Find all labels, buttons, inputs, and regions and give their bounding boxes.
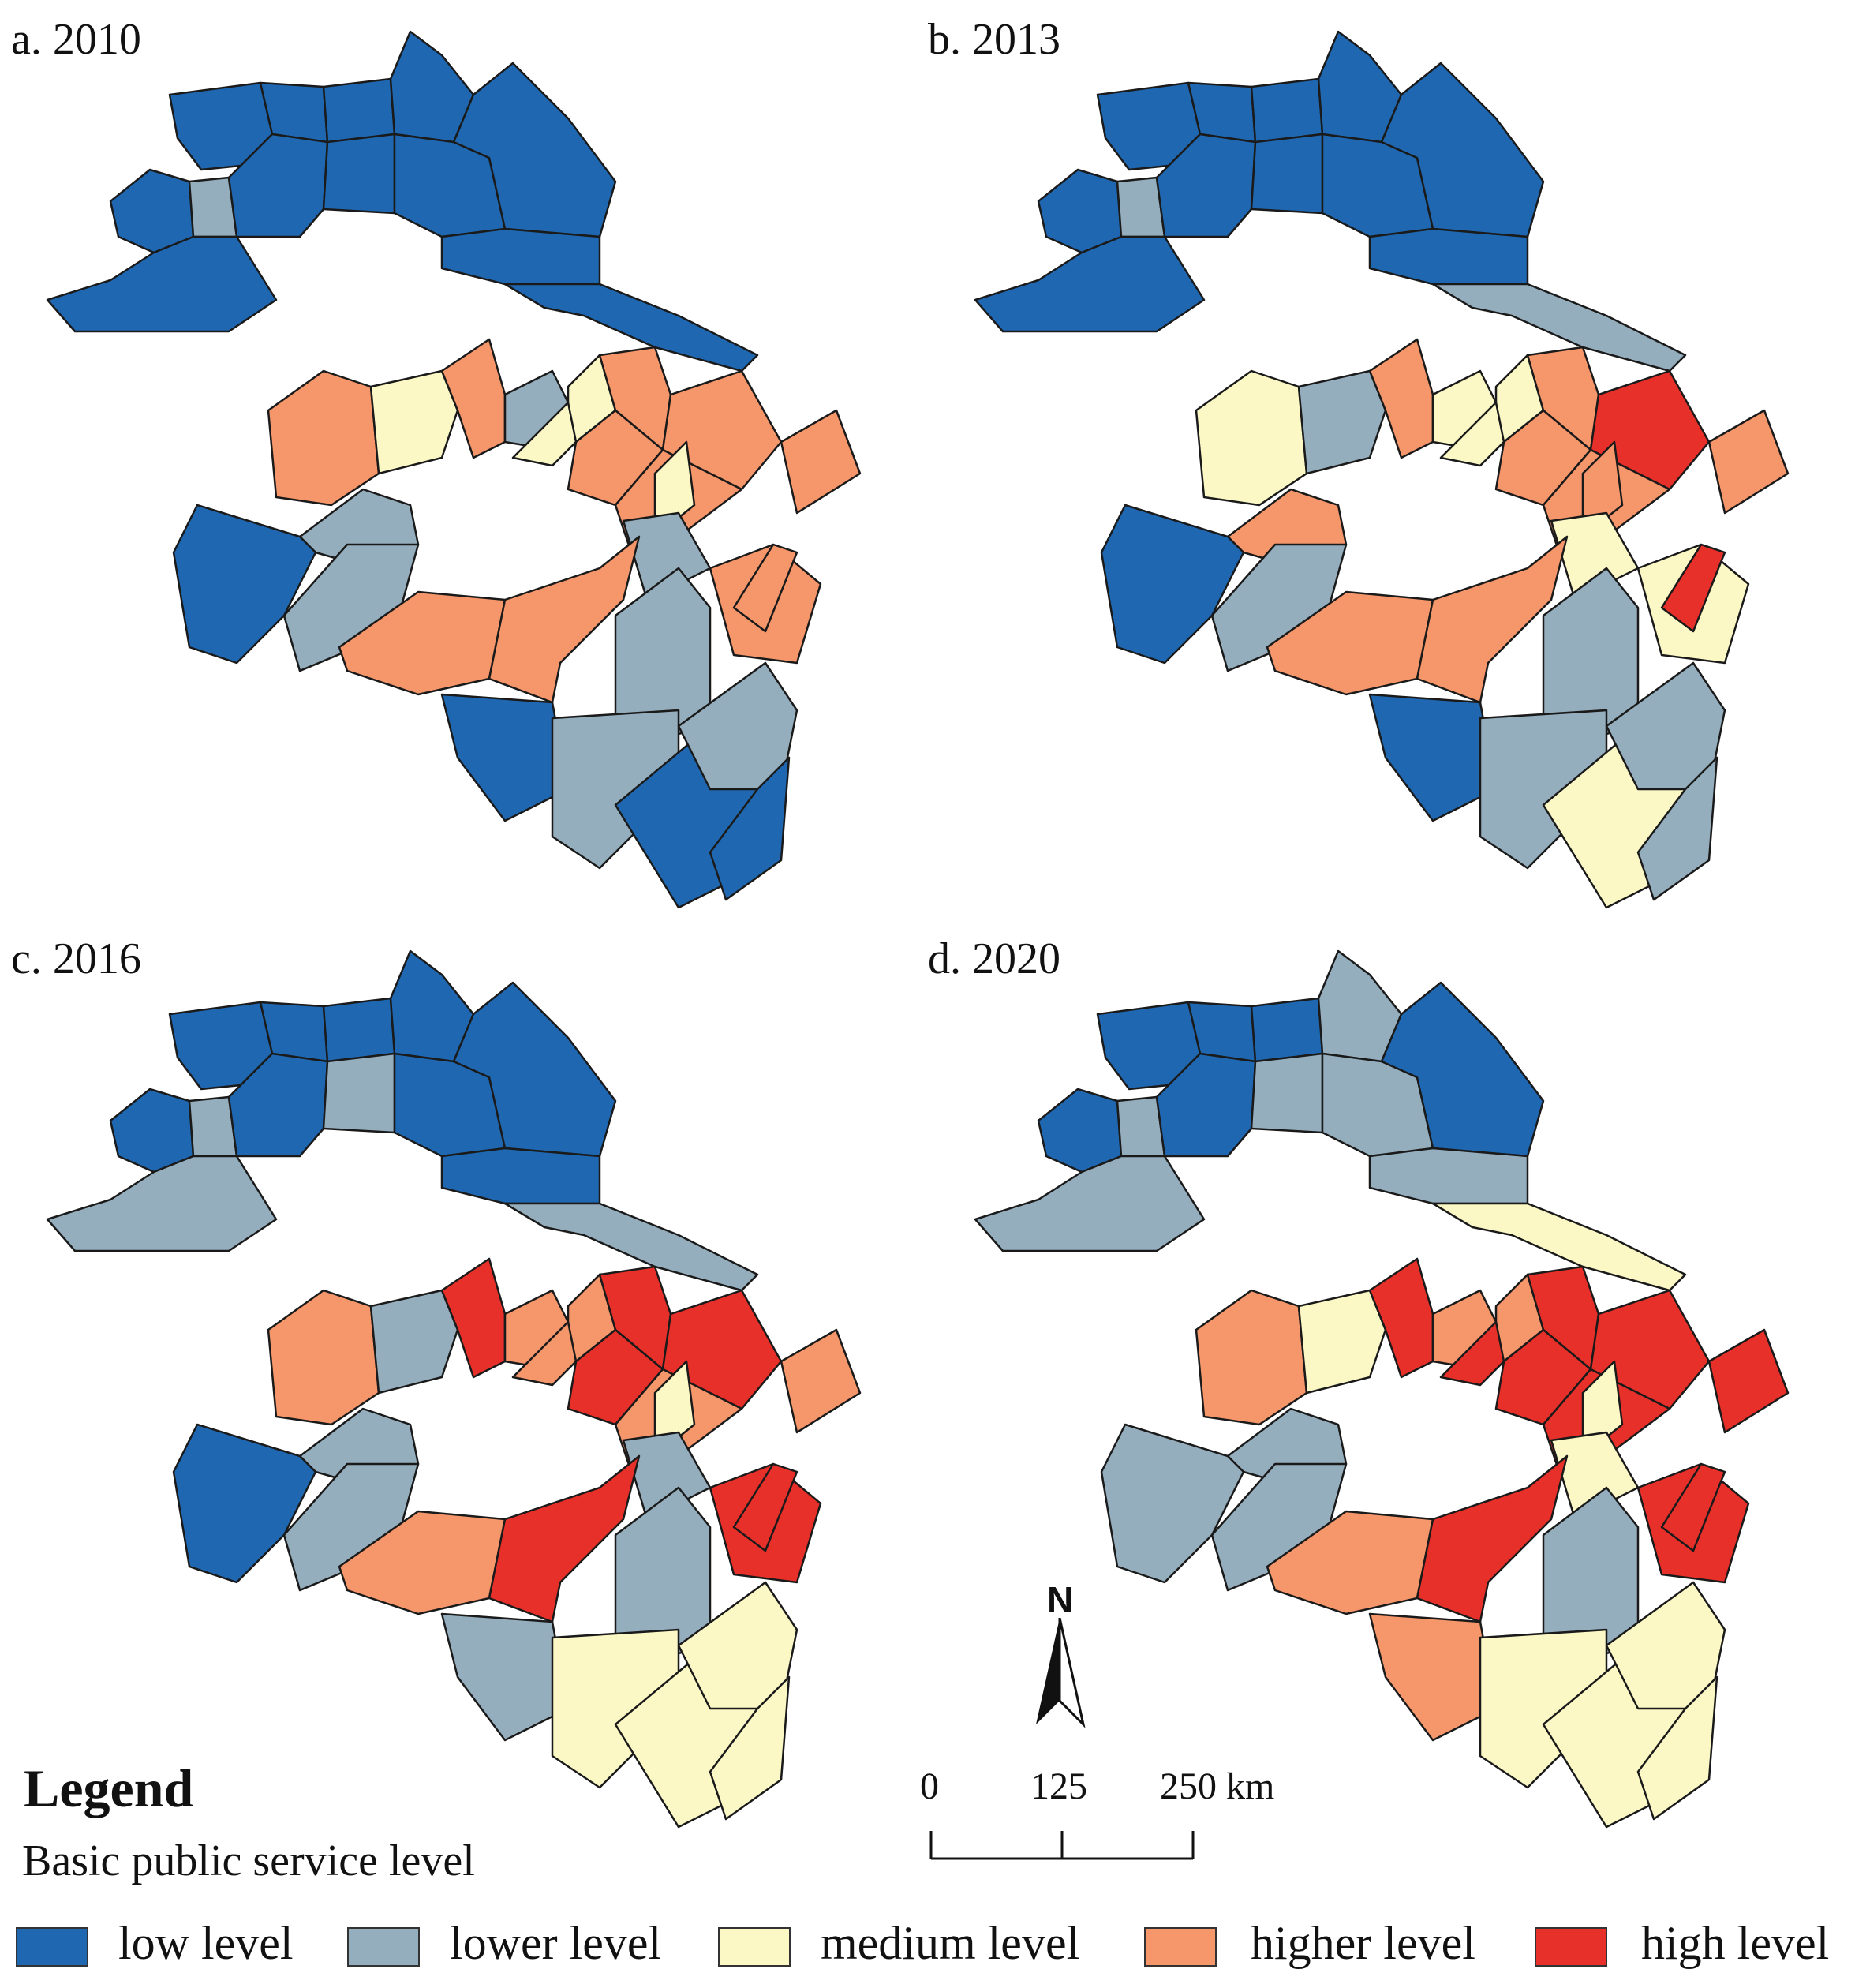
map-region	[1660, 1462, 1726, 1552]
panel-title: c. 2016	[11, 934, 141, 983]
map-region	[488, 535, 641, 704]
map-region	[732, 543, 798, 633]
map-region	[1707, 409, 1790, 515]
map-region	[1605, 661, 1726, 791]
map-region	[267, 369, 380, 507]
map-region	[732, 1462, 798, 1552]
legend-subtitle: Basic public service level	[22, 1836, 475, 1885]
map-region	[1368, 1147, 1529, 1205]
legend-label: higher level	[1251, 1917, 1475, 1969]
map-region	[172, 1423, 317, 1584]
map-panel-b: b. 2013	[928, 0, 1855, 915]
map-region	[1100, 1423, 1245, 1584]
map-region	[780, 1328, 862, 1434]
map-region	[1636, 756, 1718, 901]
north-arrow: N	[1030, 1578, 1109, 1728]
map-region	[1416, 535, 1569, 704]
legend-swatch	[718, 1927, 791, 1967]
legend-label: lower level	[450, 1917, 662, 1969]
map-region	[780, 409, 862, 515]
panel-title: d. 2020	[928, 934, 1060, 983]
map-region	[267, 1289, 380, 1426]
map-region	[1605, 1581, 1726, 1710]
map-panel-a: a. 2010	[0, 0, 927, 915]
map-region	[709, 756, 791, 901]
map-region	[677, 661, 798, 791]
panel-title: a. 2010	[11, 15, 141, 64]
legend-swatch	[16, 1927, 88, 1967]
map-region	[1416, 1454, 1569, 1623]
map-region	[1250, 1052, 1324, 1134]
legend-label: low level	[118, 1917, 294, 1969]
map-region	[1250, 133, 1324, 215]
map-region	[440, 1147, 601, 1205]
map-region	[1297, 1289, 1387, 1395]
map-region	[677, 1581, 798, 1710]
map-region	[1636, 1675, 1718, 1821]
legend-title: Legend	[24, 1758, 194, 1818]
legend: low level lower level medium level highe…	[0, 1910, 1855, 1981]
map-region	[1368, 227, 1529, 286]
map-region	[974, 235, 1206, 333]
panel-title: b. 2013	[928, 15, 1060, 64]
north-arrow-icon	[1036, 1618, 1086, 1728]
map-region	[46, 1155, 278, 1252]
map-region	[1707, 1328, 1790, 1434]
map-region	[1250, 77, 1324, 144]
map-region	[440, 693, 570, 822]
legend-swatch	[347, 1927, 420, 1967]
map-region	[322, 997, 396, 1063]
map-region	[172, 504, 317, 665]
map-region	[1100, 504, 1245, 665]
region-map	[46, 30, 862, 909]
region-map	[46, 949, 862, 1829]
map-region	[488, 1454, 641, 1623]
region-map	[974, 949, 1790, 1829]
map-region	[46, 235, 278, 333]
region-map	[974, 30, 1790, 909]
map-region	[709, 1675, 791, 1821]
scale-bar-line	[929, 1831, 1195, 1860]
map-region	[322, 1052, 396, 1134]
legend-swatch	[1535, 1927, 1607, 1967]
legend-label: medium level	[821, 1917, 1080, 1969]
map-region	[322, 133, 396, 215]
map-region	[1195, 369, 1308, 507]
map-region	[369, 369, 459, 475]
map-region	[1037, 1088, 1123, 1174]
map-region	[1037, 168, 1123, 254]
map-region	[109, 1088, 195, 1174]
map-region	[1195, 1289, 1308, 1426]
map-panel-c: c. 2016	[0, 919, 927, 1835]
map-region	[440, 227, 601, 286]
scale-label-0: 0	[920, 1765, 939, 1807]
map-region	[322, 77, 396, 144]
scale-label-125: 125	[1030, 1765, 1087, 1807]
legend-swatch	[1144, 1927, 1217, 1967]
map-region	[1368, 1612, 1498, 1742]
north-letter: N	[1047, 1579, 1074, 1620]
map-region	[440, 1612, 570, 1742]
map-region	[1660, 543, 1726, 633]
map-region	[369, 1289, 459, 1395]
map-region	[1368, 693, 1498, 822]
scale-bar: 0 125 250 km	[915, 1768, 1341, 1863]
map-region	[1297, 369, 1387, 475]
scale-label-250: 250 km	[1160, 1765, 1275, 1807]
map-panel-d: d. 2020	[928, 919, 1855, 1835]
legend-label: high level	[1641, 1917, 1830, 1969]
map-region	[1250, 997, 1324, 1063]
map-region	[974, 1155, 1206, 1252]
map-region	[109, 168, 195, 254]
